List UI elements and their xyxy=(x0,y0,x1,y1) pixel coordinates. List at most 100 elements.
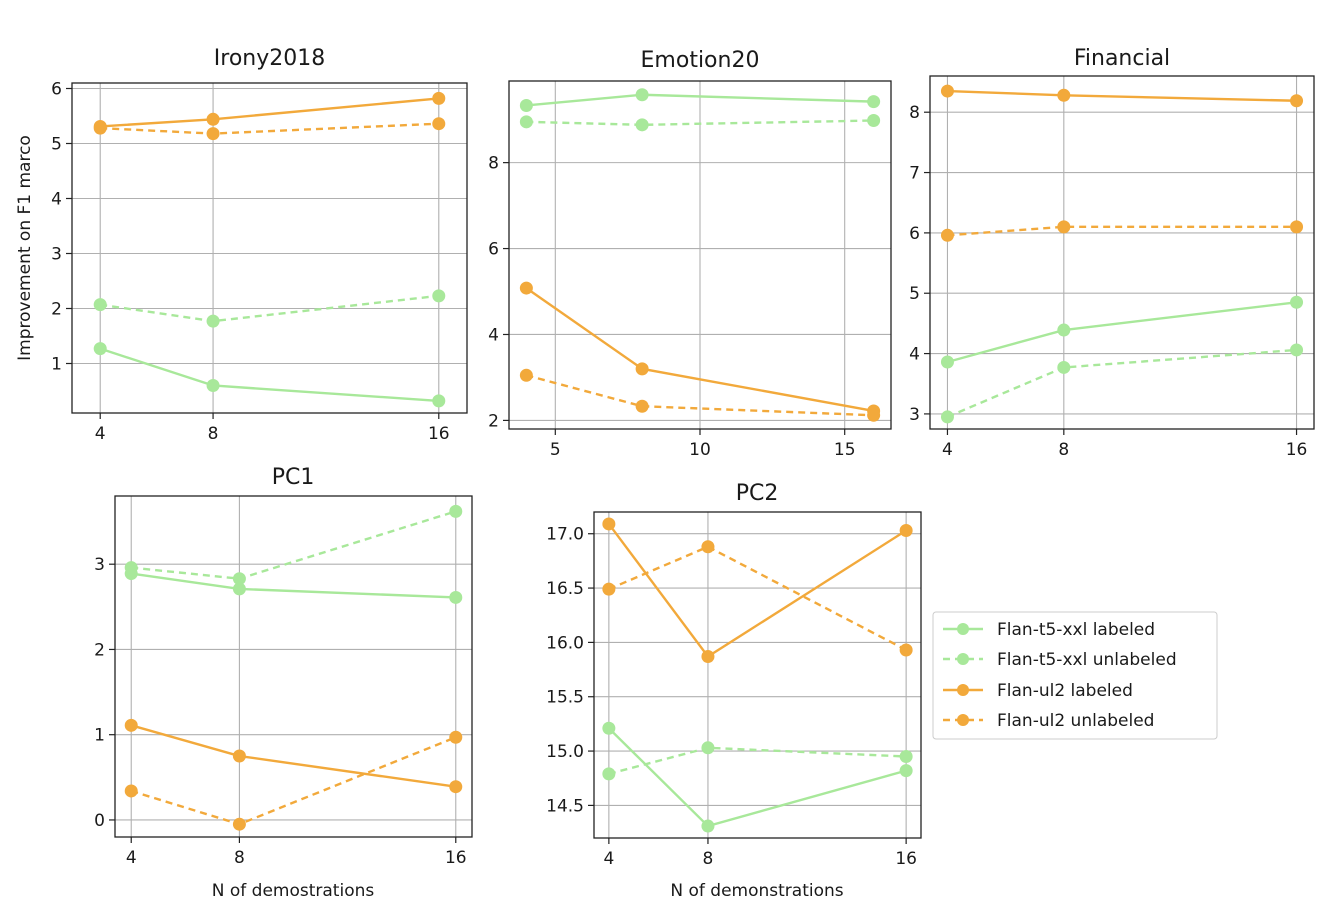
data-point-flan-ul2-labeled xyxy=(602,517,616,531)
data-point-flan-t5-labeled xyxy=(519,98,533,112)
y-tick-label: 6 xyxy=(909,224,920,244)
x-tick-label: 8 xyxy=(234,848,245,868)
legend-label: Flan-ul2 unlabeled xyxy=(997,711,1154,731)
series-line-flan-ul2-unlabeled xyxy=(608,545,907,652)
y-tick-label: 7 xyxy=(909,164,920,184)
y-tick-label: 3 xyxy=(51,245,62,265)
panel-title-financial: Financial xyxy=(1074,46,1170,71)
y-tick-label: 16.0 xyxy=(546,633,584,653)
x-tick-label: 8 xyxy=(208,424,219,444)
gridlines xyxy=(115,496,472,837)
y-tick-label: 8 xyxy=(909,103,920,123)
plot-border xyxy=(593,511,922,839)
y-tick-label: 16.5 xyxy=(546,579,584,599)
data-point-flan-t5-labeled xyxy=(635,88,649,102)
data-point-flan-t5-unlabeled xyxy=(701,741,715,755)
y-tick-label: 8 xyxy=(488,154,499,174)
x-tick-label: 4 xyxy=(603,849,614,869)
y-tick-label: 15.0 xyxy=(546,742,584,762)
gridlines xyxy=(594,512,921,838)
legend-marker-swatch xyxy=(957,684,969,696)
legend-label: Flan-t5-xxl unlabeled xyxy=(997,650,1177,670)
x-tick-label: 16 xyxy=(445,848,467,868)
data-point-flan-ul2-unlabeled xyxy=(867,408,881,422)
data-point-flan-ul2-unlabeled xyxy=(701,540,715,554)
x-tick-label: 8 xyxy=(1058,440,1069,460)
data-point-flan-ul2-unlabeled xyxy=(124,784,138,798)
data-point-flan-t5-labeled xyxy=(206,379,220,392)
panel-pc2: PC2 N of demonstrations 14.5 15.0 15.5 16.0… xyxy=(546,481,922,901)
panel-title-pc1: PC1 xyxy=(272,465,315,490)
data-point-flan-t5-labeled xyxy=(867,95,881,109)
x-tick-label: 5 xyxy=(550,440,561,460)
x-tick-label: 10 xyxy=(689,440,711,460)
data-point-flan-ul2-labeled xyxy=(519,281,533,295)
x-tick-label: 16 xyxy=(1286,440,1308,460)
data-point-flan-ul2-unlabeled xyxy=(232,817,246,831)
data-point-flan-t5-unlabeled xyxy=(602,767,616,781)
y-tick-label: 1 xyxy=(94,726,105,746)
data-point-flan-ul2-labeled xyxy=(1290,94,1304,108)
gridlines xyxy=(509,81,891,429)
y-tick-label: 1 xyxy=(51,355,62,375)
legend: Flan-t5-xxl labeled Flan-t5-xxl unlabele… xyxy=(932,611,1218,740)
panel-title-emotion20: Emotion20 xyxy=(641,48,760,73)
y-tick-label: 2 xyxy=(488,411,499,431)
data-point-flan-t5-labeled xyxy=(899,764,913,778)
panel-emotion20: Emotion20 2 4 6 8 5 10 15 xyxy=(488,48,892,460)
legend-marker-swatch xyxy=(957,714,969,726)
data-point-flan-t5-unlabeled xyxy=(232,572,246,586)
y-tick-label: 2 xyxy=(51,300,62,320)
data-point-flan-t5-unlabeled xyxy=(93,298,107,312)
y-tick-label: 2 xyxy=(94,640,105,660)
data-point-flan-ul2-unlabeled xyxy=(1290,220,1304,234)
data-point-flan-ul2-unlabeled xyxy=(940,228,954,242)
data-point-flan-t5-labeled xyxy=(1290,295,1304,309)
y-tick-label: 3 xyxy=(909,405,920,425)
series-line-flan-ul2-unlabeled xyxy=(947,225,1297,237)
x-tick-label: 4 xyxy=(126,848,137,868)
legend-item-flan-t5-labeled: Flan-t5-xxl labeled xyxy=(943,620,1155,640)
data-point-flan-t5-unlabeled xyxy=(519,115,533,129)
x-tick-label: 16 xyxy=(428,424,450,444)
x-tick-label: 8 xyxy=(703,849,714,869)
legend-marker-swatch xyxy=(957,623,969,635)
data-point-flan-t5-unlabeled xyxy=(1290,343,1304,357)
legend-label: Flan-ul2 labeled xyxy=(997,681,1133,701)
data-point-flan-t5-labeled xyxy=(432,394,446,408)
data-point-flan-ul2-unlabeled xyxy=(602,582,616,596)
data-point-flan-t5-labeled xyxy=(449,590,463,604)
x-tick-label: 4 xyxy=(95,424,106,444)
panel-irony2018: Irony2018 Improvement on F1 marco 1 2 3 4 5 6… xyxy=(15,46,468,444)
y-tick-label: 5 xyxy=(909,284,920,304)
legend-label: Flan-t5-xxl labeled xyxy=(997,620,1155,640)
data-point-flan-t5-unlabeled xyxy=(124,561,138,575)
y-tick-label: 6 xyxy=(51,80,62,100)
plot-border xyxy=(71,82,468,414)
gridlines xyxy=(930,76,1314,429)
data-point-flan-t5-unlabeled xyxy=(1057,360,1071,374)
data-point-flan-ul2-unlabeled xyxy=(899,643,913,657)
panel-title-pc2: PC2 xyxy=(736,481,779,506)
data-point-flan-ul2-labeled xyxy=(124,718,138,732)
y-tick-label: 17.0 xyxy=(546,525,584,545)
data-point-flan-ul2-unlabeled xyxy=(1057,220,1071,234)
x-tick-label: 4 xyxy=(942,440,953,460)
data-point-flan-t5-unlabeled xyxy=(432,289,446,303)
y-tick-label: 3 xyxy=(94,555,105,575)
data-point-flan-ul2-unlabeled xyxy=(449,730,463,744)
data-point-flan-t5-labeled xyxy=(93,342,107,356)
y-tick-label: 5 xyxy=(51,135,62,155)
data-point-flan-ul2-labeled xyxy=(899,523,913,537)
y-tick-label: 15.5 xyxy=(546,688,584,708)
data-point-flan-ul2-unlabeled xyxy=(93,121,107,135)
y-tick-label: 4 xyxy=(51,190,62,210)
data-point-flan-t5-unlabeled xyxy=(206,314,220,328)
legend-item-flan-ul2-unlabeled: Flan-ul2 unlabeled xyxy=(943,711,1154,731)
y-tick-label: 6 xyxy=(488,240,499,260)
data-point-flan-t5-unlabeled xyxy=(899,750,913,763)
legend-item-flan-ul2-labeled: Flan-ul2 labeled xyxy=(943,681,1133,701)
plot-border xyxy=(114,495,473,838)
legend-box xyxy=(932,611,1218,740)
